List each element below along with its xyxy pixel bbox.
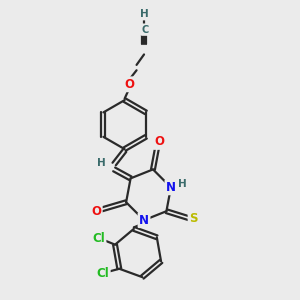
Text: S: S [189, 212, 197, 225]
Text: N: N [139, 214, 149, 227]
Text: H: H [140, 9, 148, 19]
Text: O: O [154, 135, 164, 148]
Text: C: C [142, 25, 149, 35]
Text: O: O [124, 78, 134, 91]
Text: Cl: Cl [97, 267, 109, 280]
Text: O: O [91, 205, 101, 218]
Text: H: H [178, 179, 187, 189]
Text: H: H [97, 158, 106, 168]
Text: N: N [166, 181, 176, 194]
Text: Cl: Cl [92, 232, 105, 245]
